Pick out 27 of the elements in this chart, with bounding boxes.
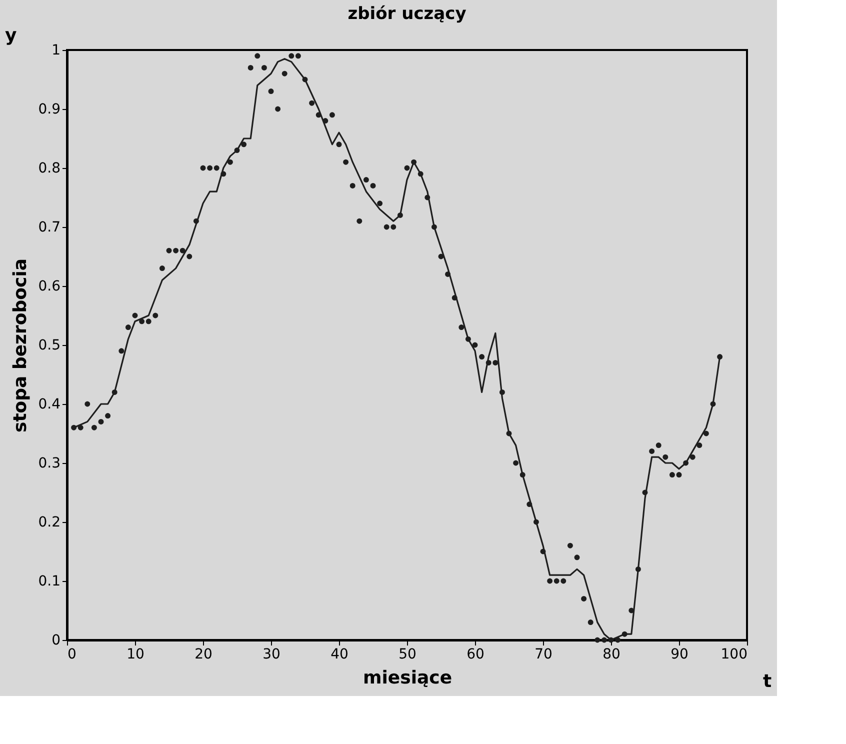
y-tick-label: 0.7 bbox=[38, 220, 60, 236]
y-tick-label: 0.9 bbox=[38, 102, 60, 118]
y-tick-label: 0 bbox=[52, 632, 60, 648]
x-tick-label: 30 bbox=[262, 646, 280, 662]
x-tick-label: 80 bbox=[602, 646, 620, 662]
x-tick-label: 40 bbox=[330, 646, 348, 662]
y-axis-title: stopa bezrobocia bbox=[10, 258, 32, 433]
y-tick-label: 1 bbox=[52, 42, 60, 58]
x-axis-title: miesiące bbox=[362, 668, 452, 688]
y-tick-label: 0.5 bbox=[38, 338, 60, 354]
x-tick-label: 0 bbox=[68, 646, 76, 662]
y-tick-label: 0.2 bbox=[38, 514, 60, 530]
chart-title: zbiór uczący bbox=[348, 4, 466, 24]
x-tick-label: 70 bbox=[534, 646, 552, 662]
text: t bbox=[763, 671, 772, 692]
y-tick-label: 0.1 bbox=[38, 574, 60, 590]
x-tick-label: 60 bbox=[466, 646, 484, 662]
text: y bbox=[5, 25, 17, 46]
y-tick-label: 0.3 bbox=[38, 456, 60, 472]
x-tick-label: 100 bbox=[720, 646, 748, 662]
y-tick-label: 0.6 bbox=[38, 278, 61, 294]
x-tick-label: 90 bbox=[670, 646, 688, 662]
x-tick-label: 50 bbox=[398, 646, 416, 662]
x-tick-label: 10 bbox=[126, 646, 144, 662]
y-tick-label: 0.8 bbox=[38, 160, 60, 176]
x-tick-label: 20 bbox=[194, 646, 212, 662]
y-tick-label: 0.4 bbox=[38, 396, 61, 412]
